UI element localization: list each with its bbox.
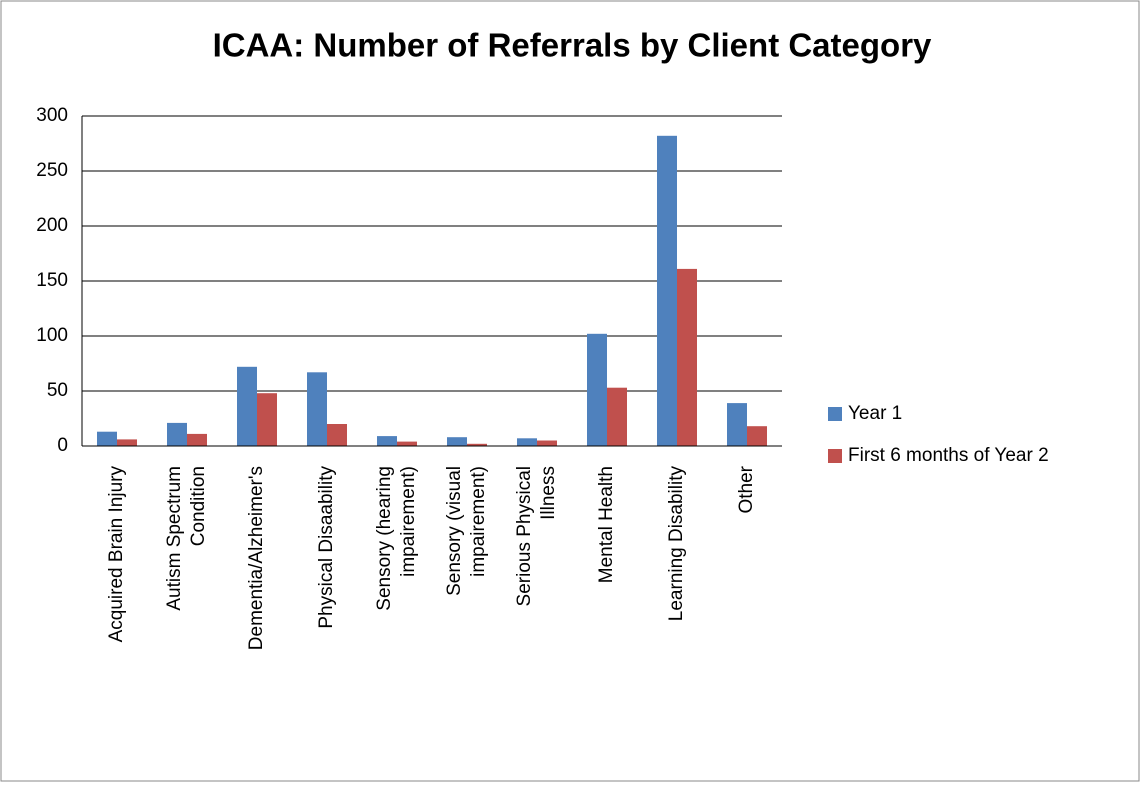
x-tick-label: Sensory (hearing impairement) <box>374 466 419 611</box>
y-tick-label: 0 <box>57 435 68 456</box>
legend-swatch <box>828 449 842 463</box>
chart-title: ICAA: Number of Referrals by Client Cate… <box>213 27 932 64</box>
x-tick-label-line: Sensory (hearing <box>374 466 395 611</box>
x-tick-label: Mental Health <box>596 466 617 583</box>
legend-swatch <box>828 407 842 421</box>
x-tick-label: Dementia/Alzheimer's <box>246 466 267 650</box>
bar <box>307 372 327 446</box>
bar <box>377 436 397 446</box>
bar <box>167 422 187 446</box>
y-tick-label: 250 <box>36 160 68 181</box>
bar <box>237 366 257 446</box>
bar <box>517 438 537 446</box>
x-tick-label: Serious Physical Illness <box>514 466 559 606</box>
bar <box>677 268 697 446</box>
bar <box>587 333 607 446</box>
bar <box>117 439 137 446</box>
bar <box>607 387 627 446</box>
x-tick-label-line: impairement) <box>468 466 489 577</box>
x-tick-label: Autism Spectrum Condition <box>164 466 209 611</box>
y-tick-label: 200 <box>36 215 68 236</box>
bar <box>447 437 467 446</box>
bar <box>537 440 557 446</box>
x-tick-label-line: Autism Spectrum <box>164 466 185 611</box>
bar <box>727 403 747 446</box>
legend-label: First 6 months of Year 2 <box>848 445 1049 466</box>
bar <box>657 135 677 447</box>
x-tick-label-line: Condition <box>188 466 209 546</box>
bar <box>747 426 767 446</box>
bar <box>97 431 117 446</box>
x-tick-label-line: impairement) <box>398 466 419 577</box>
bar <box>397 441 417 446</box>
x-tick-label: Other <box>736 465 757 513</box>
bar <box>257 393 277 446</box>
x-tick-label: Sensory (visual impairement) <box>444 466 489 596</box>
y-tick-label: 100 <box>36 325 68 346</box>
x-tick-label-line: Serious Physical <box>514 466 535 606</box>
bar <box>467 443 487 446</box>
x-tick-label-line: Sensory (visual <box>444 466 465 596</box>
x-tick-label: Acquired Brain Injury <box>106 466 127 643</box>
legend-label: Year 1 <box>848 403 902 424</box>
bar <box>187 433 207 446</box>
bar <box>327 424 347 446</box>
x-tick-label: Physical Disaability <box>316 466 337 629</box>
y-tick-label: 50 <box>47 380 68 401</box>
x-tick-label: Learning Disability <box>666 466 687 622</box>
y-tick-label: 150 <box>36 270 68 291</box>
y-tick-label: 300 <box>36 105 68 126</box>
x-tick-label-line: Illness <box>538 466 559 520</box>
